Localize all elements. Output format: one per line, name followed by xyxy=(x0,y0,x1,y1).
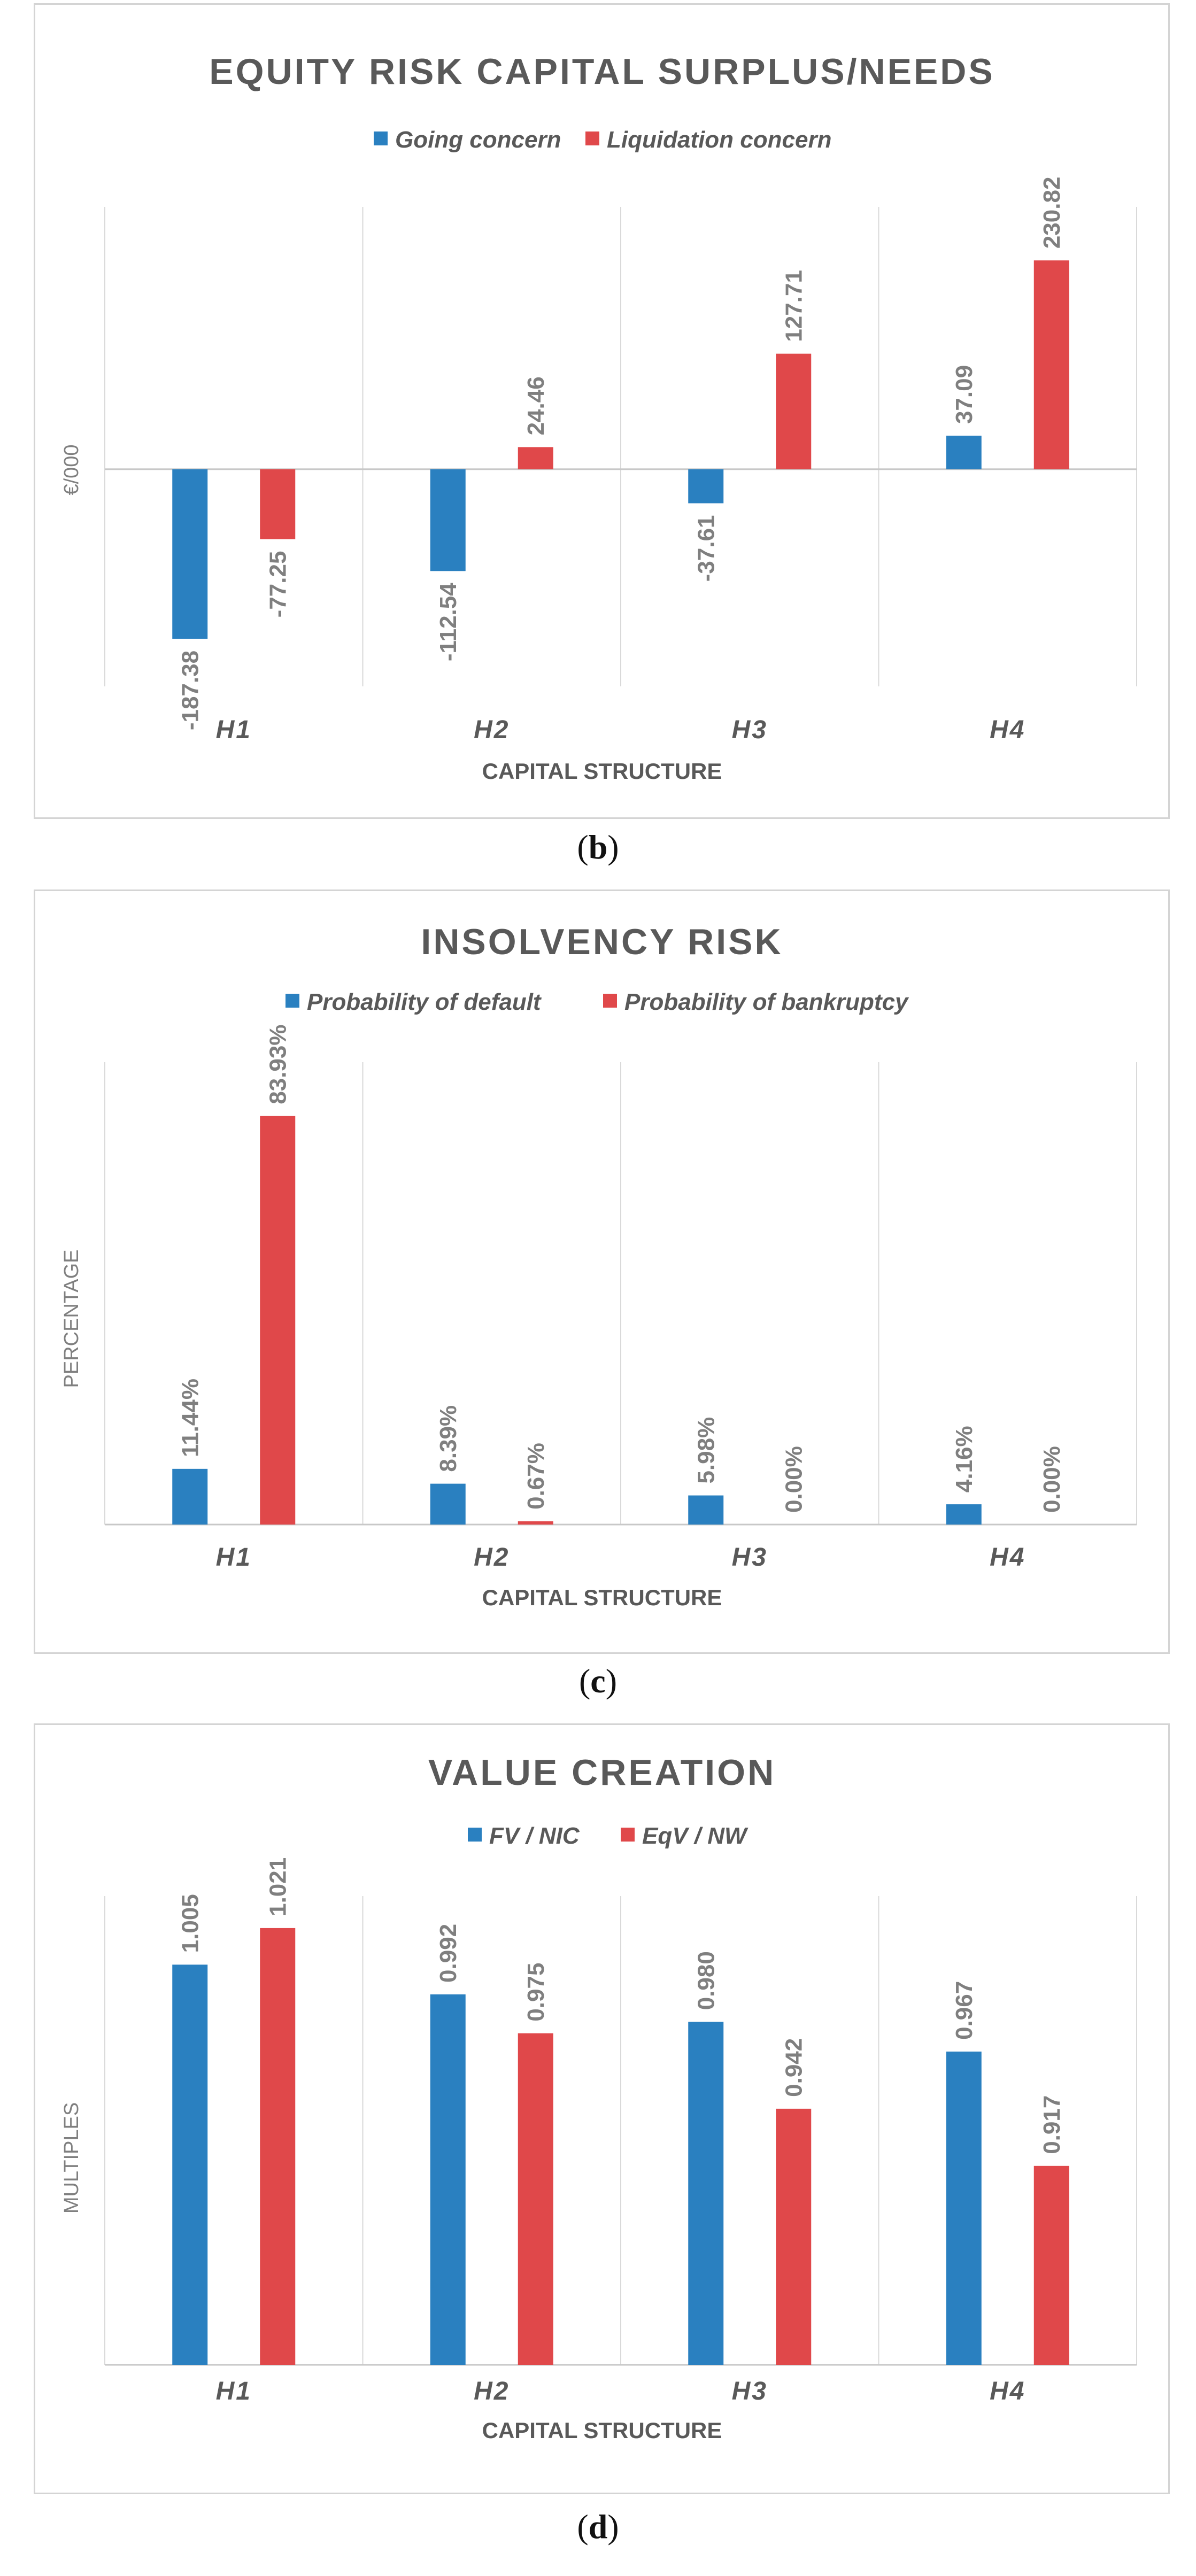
chart-svg-value-creation: VALUE CREATION FV / NIC EqV / NW MULTIPLES 1… xyxy=(60,1752,1137,2443)
legend: FV / NIC EqV / NW xyxy=(468,1823,749,1849)
bar-h1-series2 xyxy=(260,1928,296,2365)
data-label-h2-series1: 8.39% xyxy=(435,1405,461,1472)
bar-h2-series2 xyxy=(518,1521,553,1525)
legend-swatch-2 xyxy=(621,1828,635,1842)
legend-label-1: Probability of default xyxy=(307,989,542,1015)
data-label-h3-series2: 127.71 xyxy=(781,270,807,342)
bar-h3-series2 xyxy=(776,2108,812,2365)
data-label-h3-series2: 0.00% xyxy=(781,1446,807,1513)
chart-panel-equity-risk: EQUITY RISK CAPITAL SURPLUS/NEEDS Going c… xyxy=(34,3,1170,819)
bar-h1-series2 xyxy=(260,1116,296,1525)
data-label-h2-series2: 0.67% xyxy=(523,1443,549,1510)
bar-h1-series1 xyxy=(172,469,208,639)
legend-swatch-2 xyxy=(585,131,599,145)
chart-panel-insolvency-risk: INSOLVENCY RISK Probability of default Pro… xyxy=(34,889,1170,1654)
bar-h4-series1 xyxy=(946,436,982,469)
bars: 1.005 1.021 0.992 0.975 0.980 0.942 0.967 0.917 xyxy=(172,1858,1069,2365)
legend-label-1: FV / NIC xyxy=(489,1823,580,1849)
data-label-h4-series2: 0.00% xyxy=(1039,1446,1065,1513)
gridlines xyxy=(104,207,1137,686)
bar-h4-series1 xyxy=(946,2051,982,2365)
data-label-h1-series2: -77.25 xyxy=(265,551,291,618)
x-tick-label-h2: H2 xyxy=(474,2377,510,2405)
x-tick-label-h1: H1 xyxy=(216,716,252,744)
bar-h4-series1 xyxy=(946,1504,982,1525)
x-tick-label-h4: H4 xyxy=(990,716,1025,744)
figure-caption-c: (c) xyxy=(578,1662,618,1700)
data-label-h1-series1: 1.005 xyxy=(177,1894,203,1953)
figure-caption-d: (d) xyxy=(577,2508,619,2546)
bar-h3-series1 xyxy=(688,1495,724,1525)
legend-swatch-1 xyxy=(286,994,299,1008)
data-label-h2-series1: -112.54 xyxy=(435,583,461,661)
data-label-h4-series1: 0.967 xyxy=(951,1981,977,2040)
legend-label-1: Going concern xyxy=(395,127,561,153)
data-label-h2-series1: 0.992 xyxy=(435,1924,461,1983)
bar-h3-series1 xyxy=(688,469,724,504)
chart-title: VALUE CREATION xyxy=(428,1752,776,1793)
y-axis-label: MULTIPLES xyxy=(60,2102,83,2214)
y-axis-label: €/000 xyxy=(60,444,83,495)
legend-swatch-1 xyxy=(374,131,388,145)
bars: -187.38 -77.25 -112.54 24.46 -37.61 127.71 37.… xyxy=(172,177,1069,730)
data-label-h2-series2: 0.975 xyxy=(523,1963,549,2022)
data-label-h1-series2: 83.93% xyxy=(265,1025,291,1104)
x-tick-label-h2: H2 xyxy=(474,716,510,744)
bar-h2-series2 xyxy=(518,2033,553,2365)
legend-label-2: Probability of bankruptcy xyxy=(624,989,909,1015)
data-label-h3-series1: 0.980 xyxy=(693,1951,719,2010)
bars: 11.44% 83.93% 8.39% 0.67% 5.98% 0.00% 4.16% 0.0… xyxy=(172,1025,1065,1525)
x-tick-label-h3: H3 xyxy=(732,2377,768,2405)
data-label-h4-series2: 230.82 xyxy=(1039,177,1065,249)
gridlines xyxy=(104,1062,1137,1525)
chart-title: EQUITY RISK CAPITAL SURPLUS/NEEDS xyxy=(209,51,995,92)
bar-h2-series1 xyxy=(430,1994,466,2365)
chart-title: INSOLVENCY RISK xyxy=(421,922,783,962)
x-axis-title: CAPITAL STRUCTURE xyxy=(482,759,722,784)
x-tick-label-h4: H4 xyxy=(990,2377,1025,2405)
figure-caption-b: (b) xyxy=(577,828,619,866)
bar-h3-series2 xyxy=(776,353,812,469)
bar-h2-series2 xyxy=(518,447,553,469)
data-label-h1-series1: 11.44% xyxy=(177,1379,203,1457)
gridlines xyxy=(104,1896,1137,2365)
chart-svg-equity-risk: EQUITY RISK CAPITAL SURPLUS/NEEDS Going c… xyxy=(60,51,1137,784)
data-label-h1-series1: -187.38 xyxy=(177,651,203,730)
bar-h1-series1 xyxy=(172,1964,208,2365)
data-label-h1-series2: 1.021 xyxy=(265,1858,291,1916)
legend-label-2: Liquidation concern xyxy=(607,127,831,153)
legend-swatch-2 xyxy=(603,994,617,1008)
x-tick-label-h2: H2 xyxy=(474,1543,510,1572)
x-tick-label-h1: H1 xyxy=(216,2377,252,2405)
data-label-h4-series1: 37.09 xyxy=(951,365,977,424)
x-axis-title: CAPITAL STRUCTURE xyxy=(482,2418,722,2443)
y-axis-label: PERCENTAGE xyxy=(60,1249,83,1388)
x-tick-label-h3: H3 xyxy=(732,716,768,744)
bar-h4-series2 xyxy=(1033,260,1069,469)
bar-h2-series1 xyxy=(430,1483,466,1525)
legend-label-2: EqV / NW xyxy=(642,1823,749,1849)
x-axis-title: CAPITAL STRUCTURE xyxy=(482,1585,722,1610)
x-tick-label-h4: H4 xyxy=(990,1543,1025,1572)
x-tick-label-h3: H3 xyxy=(732,1543,768,1572)
legend: Probability of default Probability of ban… xyxy=(286,989,909,1015)
data-label-h3-series1: -37.61 xyxy=(693,515,719,582)
legend: Going concern Liquidation concern xyxy=(374,127,831,153)
bar-h1-series1 xyxy=(172,1468,208,1525)
legend-swatch-1 xyxy=(468,1828,482,1842)
data-label-h2-series2: 24.46 xyxy=(523,376,549,435)
bar-h3-series1 xyxy=(688,2022,724,2365)
data-label-h3-series2: 0.942 xyxy=(781,2038,807,2097)
chart-panel-value-creation: VALUE CREATION FV / NIC EqV / NW MULTIPLES 1… xyxy=(34,1723,1170,2494)
bar-h1-series2 xyxy=(260,469,296,539)
bar-h4-series2 xyxy=(1033,2165,1069,2365)
data-label-h3-series1: 5.98% xyxy=(693,1417,719,1484)
data-label-h4-series1: 4.16% xyxy=(951,1426,977,1492)
data-label-h4-series2: 0.917 xyxy=(1039,2095,1065,2154)
x-tick-label-h1: H1 xyxy=(216,1543,252,1572)
bar-h2-series1 xyxy=(430,469,466,571)
